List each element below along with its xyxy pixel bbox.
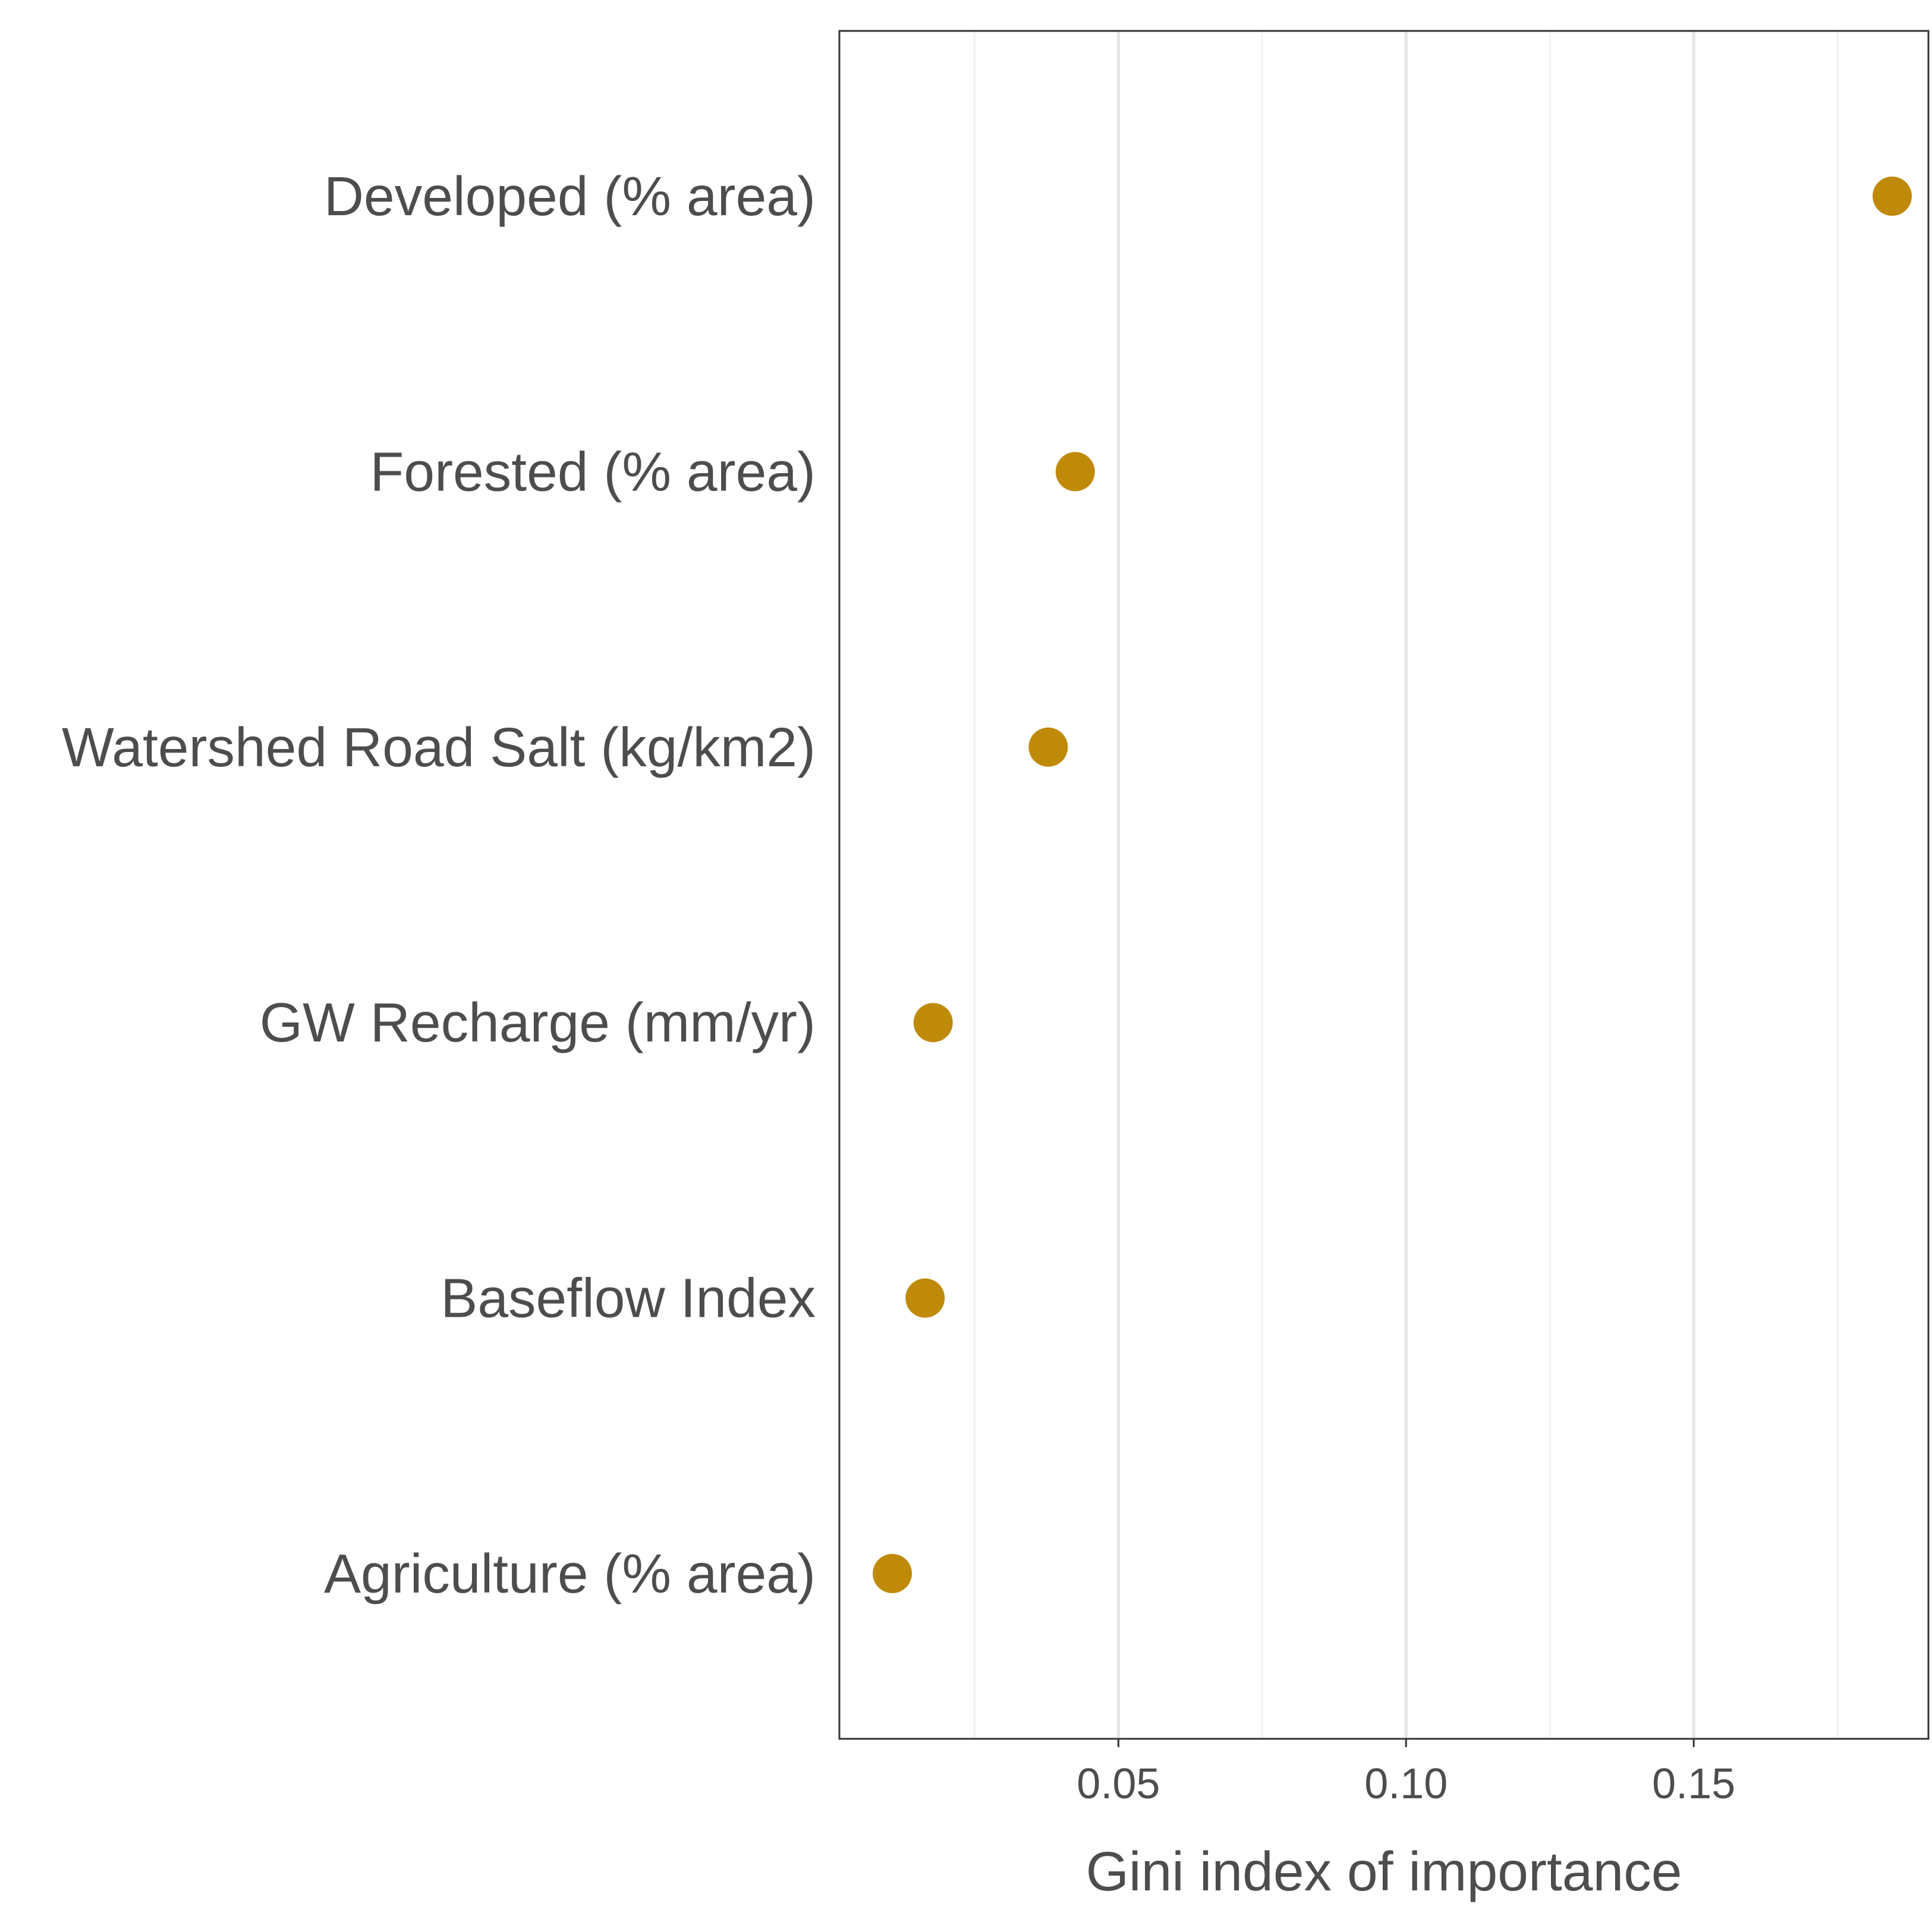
- data-point: [905, 1278, 945, 1318]
- y-tick-label: Baseflow Index: [440, 1267, 816, 1329]
- data-point: [913, 1003, 953, 1043]
- x-tick-label: 0.10: [1364, 1760, 1448, 1808]
- data-point: [1028, 727, 1068, 767]
- grid-layer: [973, 31, 1839, 1739]
- x-axis-title: Gini index of importance: [1086, 1840, 1682, 1902]
- points-layer: [873, 177, 1912, 1593]
- data-point: [1873, 177, 1912, 216]
- y-tick-label: GW Recharge (mm/yr): [260, 992, 816, 1053]
- y-tick-label: Watershed Road Salt (kg/km2): [62, 716, 816, 778]
- x-tick-label: 0.15: [1652, 1760, 1735, 1808]
- data-point: [1055, 452, 1095, 492]
- data-point: [873, 1553, 912, 1593]
- x-axis-ticks: 0.05 0.10 0.15: [1077, 1739, 1735, 1808]
- y-axis-ticks: Developed (% area) Forested (% area) Water…: [62, 165, 816, 1604]
- x-tick-label: 0.05: [1077, 1760, 1160, 1808]
- y-tick-label: Agriculture (% area): [324, 1543, 816, 1604]
- y-tick-label: Forested (% area): [370, 440, 816, 502]
- y-tick-label: Developed (% area): [324, 165, 816, 227]
- panel-border: [838, 30, 1930, 1740]
